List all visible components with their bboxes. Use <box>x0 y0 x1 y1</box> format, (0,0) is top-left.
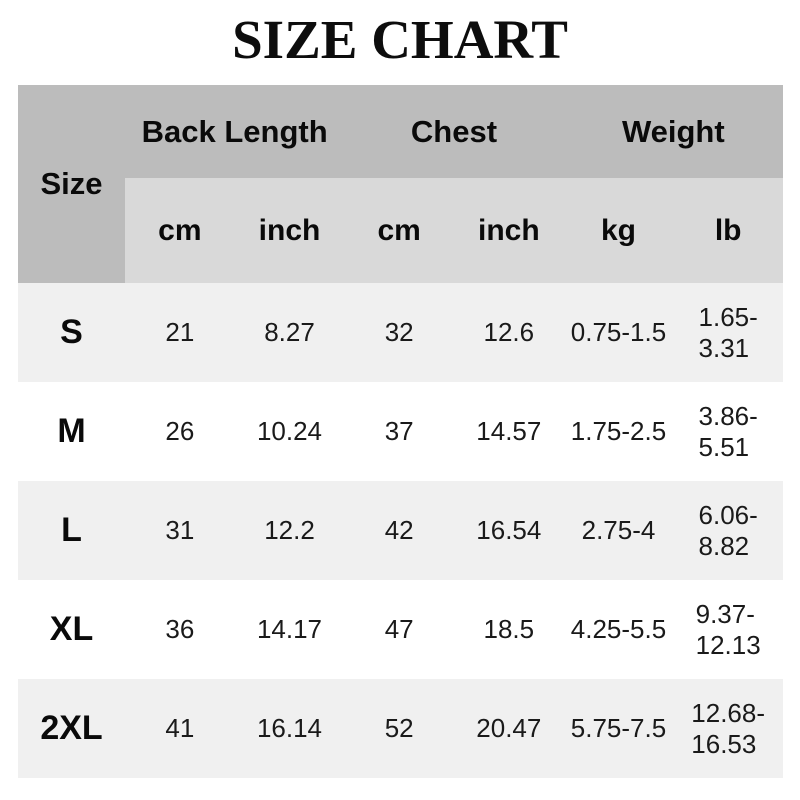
cell-xl-chest-cm: 47 <box>344 580 454 679</box>
size-chart-table: Size Back Length Chest Weight cm inch cm… <box>18 85 783 778</box>
cell-xl-size: XL <box>18 580 125 679</box>
weight-lb-value: 9.37- 12.13 <box>695 598 761 660</box>
header-group-weight: Weight <box>563 85 783 178</box>
cell-2xl-back-cm: 41 <box>125 679 235 778</box>
weight-lb-value: 3.86- 5.51 <box>698 400 758 462</box>
cell-2xl-chest-inch: 20.47 <box>453 679 564 778</box>
cell-xl-back-inch: 14.17 <box>234 580 345 679</box>
cell-s-weight-lb: 1.65- 3.31 <box>673 283 783 382</box>
cell-s-back-cm: 21 <box>125 283 235 382</box>
cell-l-back-cm: 31 <box>125 481 235 580</box>
cell-l-back-inch: 12.2 <box>234 481 345 580</box>
page-title: SIZE CHART <box>232 9 568 70</box>
cell-2xl-chest-cm: 52 <box>344 679 454 778</box>
cell-2xl-weight-kg: 5.75-7.5 <box>563 679 674 778</box>
cell-m-chest-cm: 37 <box>344 382 454 481</box>
header-unit-chest-inch: inch <box>453 178 564 283</box>
cell-s-chest-inch: 12.6 <box>453 283 564 382</box>
cell-l-weight-kg: 2.75-4 <box>563 481 674 580</box>
cell-2xl-size: 2XL <box>18 679 125 778</box>
cell-m-back-cm: 26 <box>125 382 235 481</box>
cell-xl-weight-lb: 9.37- 12.13 <box>673 580 783 679</box>
cell-s-chest-cm: 32 <box>344 283 454 382</box>
cell-s-back-inch: 8.27 <box>234 283 345 382</box>
weight-lb-value: 6.06- 8.82 <box>698 499 758 561</box>
cell-l-weight-lb: 6.06- 8.82 <box>673 481 783 580</box>
cell-l-chest-inch: 16.54 <box>453 481 564 580</box>
cell-xl-weight-kg: 4.25-5.5 <box>563 580 674 679</box>
weight-lb-value: 1.65- 3.31 <box>698 301 758 363</box>
cell-m-back-inch: 10.24 <box>234 382 345 481</box>
header-group-chest: Chest <box>344 85 564 178</box>
cell-s-size: S <box>18 283 125 382</box>
cell-l-size: L <box>18 481 125 580</box>
header-size: Size <box>18 85 125 283</box>
header-group-back-length: Back Length <box>125 85 345 178</box>
header-unit-weight-kg: kg <box>563 178 674 283</box>
cell-2xl-weight-lb: 12.68- 16.53 <box>673 679 783 778</box>
cell-l-chest-cm: 42 <box>344 481 454 580</box>
cell-2xl-back-inch: 16.14 <box>234 679 345 778</box>
cell-m-weight-kg: 1.75-2.5 <box>563 382 674 481</box>
weight-lb-value: 12.68- 16.53 <box>691 697 766 759</box>
header-unit-back-inch: inch <box>234 178 345 283</box>
cell-m-weight-lb: 3.86- 5.51 <box>673 382 783 481</box>
cell-xl-chest-inch: 18.5 <box>453 580 564 679</box>
header-unit-weight-lb: lb <box>673 178 783 283</box>
cell-s-weight-kg: 0.75-1.5 <box>563 283 674 382</box>
header-unit-chest-cm: cm <box>344 178 454 283</box>
cell-m-size: M <box>18 382 125 481</box>
cell-xl-back-cm: 36 <box>125 580 235 679</box>
cell-m-chest-inch: 14.57 <box>453 382 564 481</box>
header-unit-back-cm: cm <box>125 178 235 283</box>
